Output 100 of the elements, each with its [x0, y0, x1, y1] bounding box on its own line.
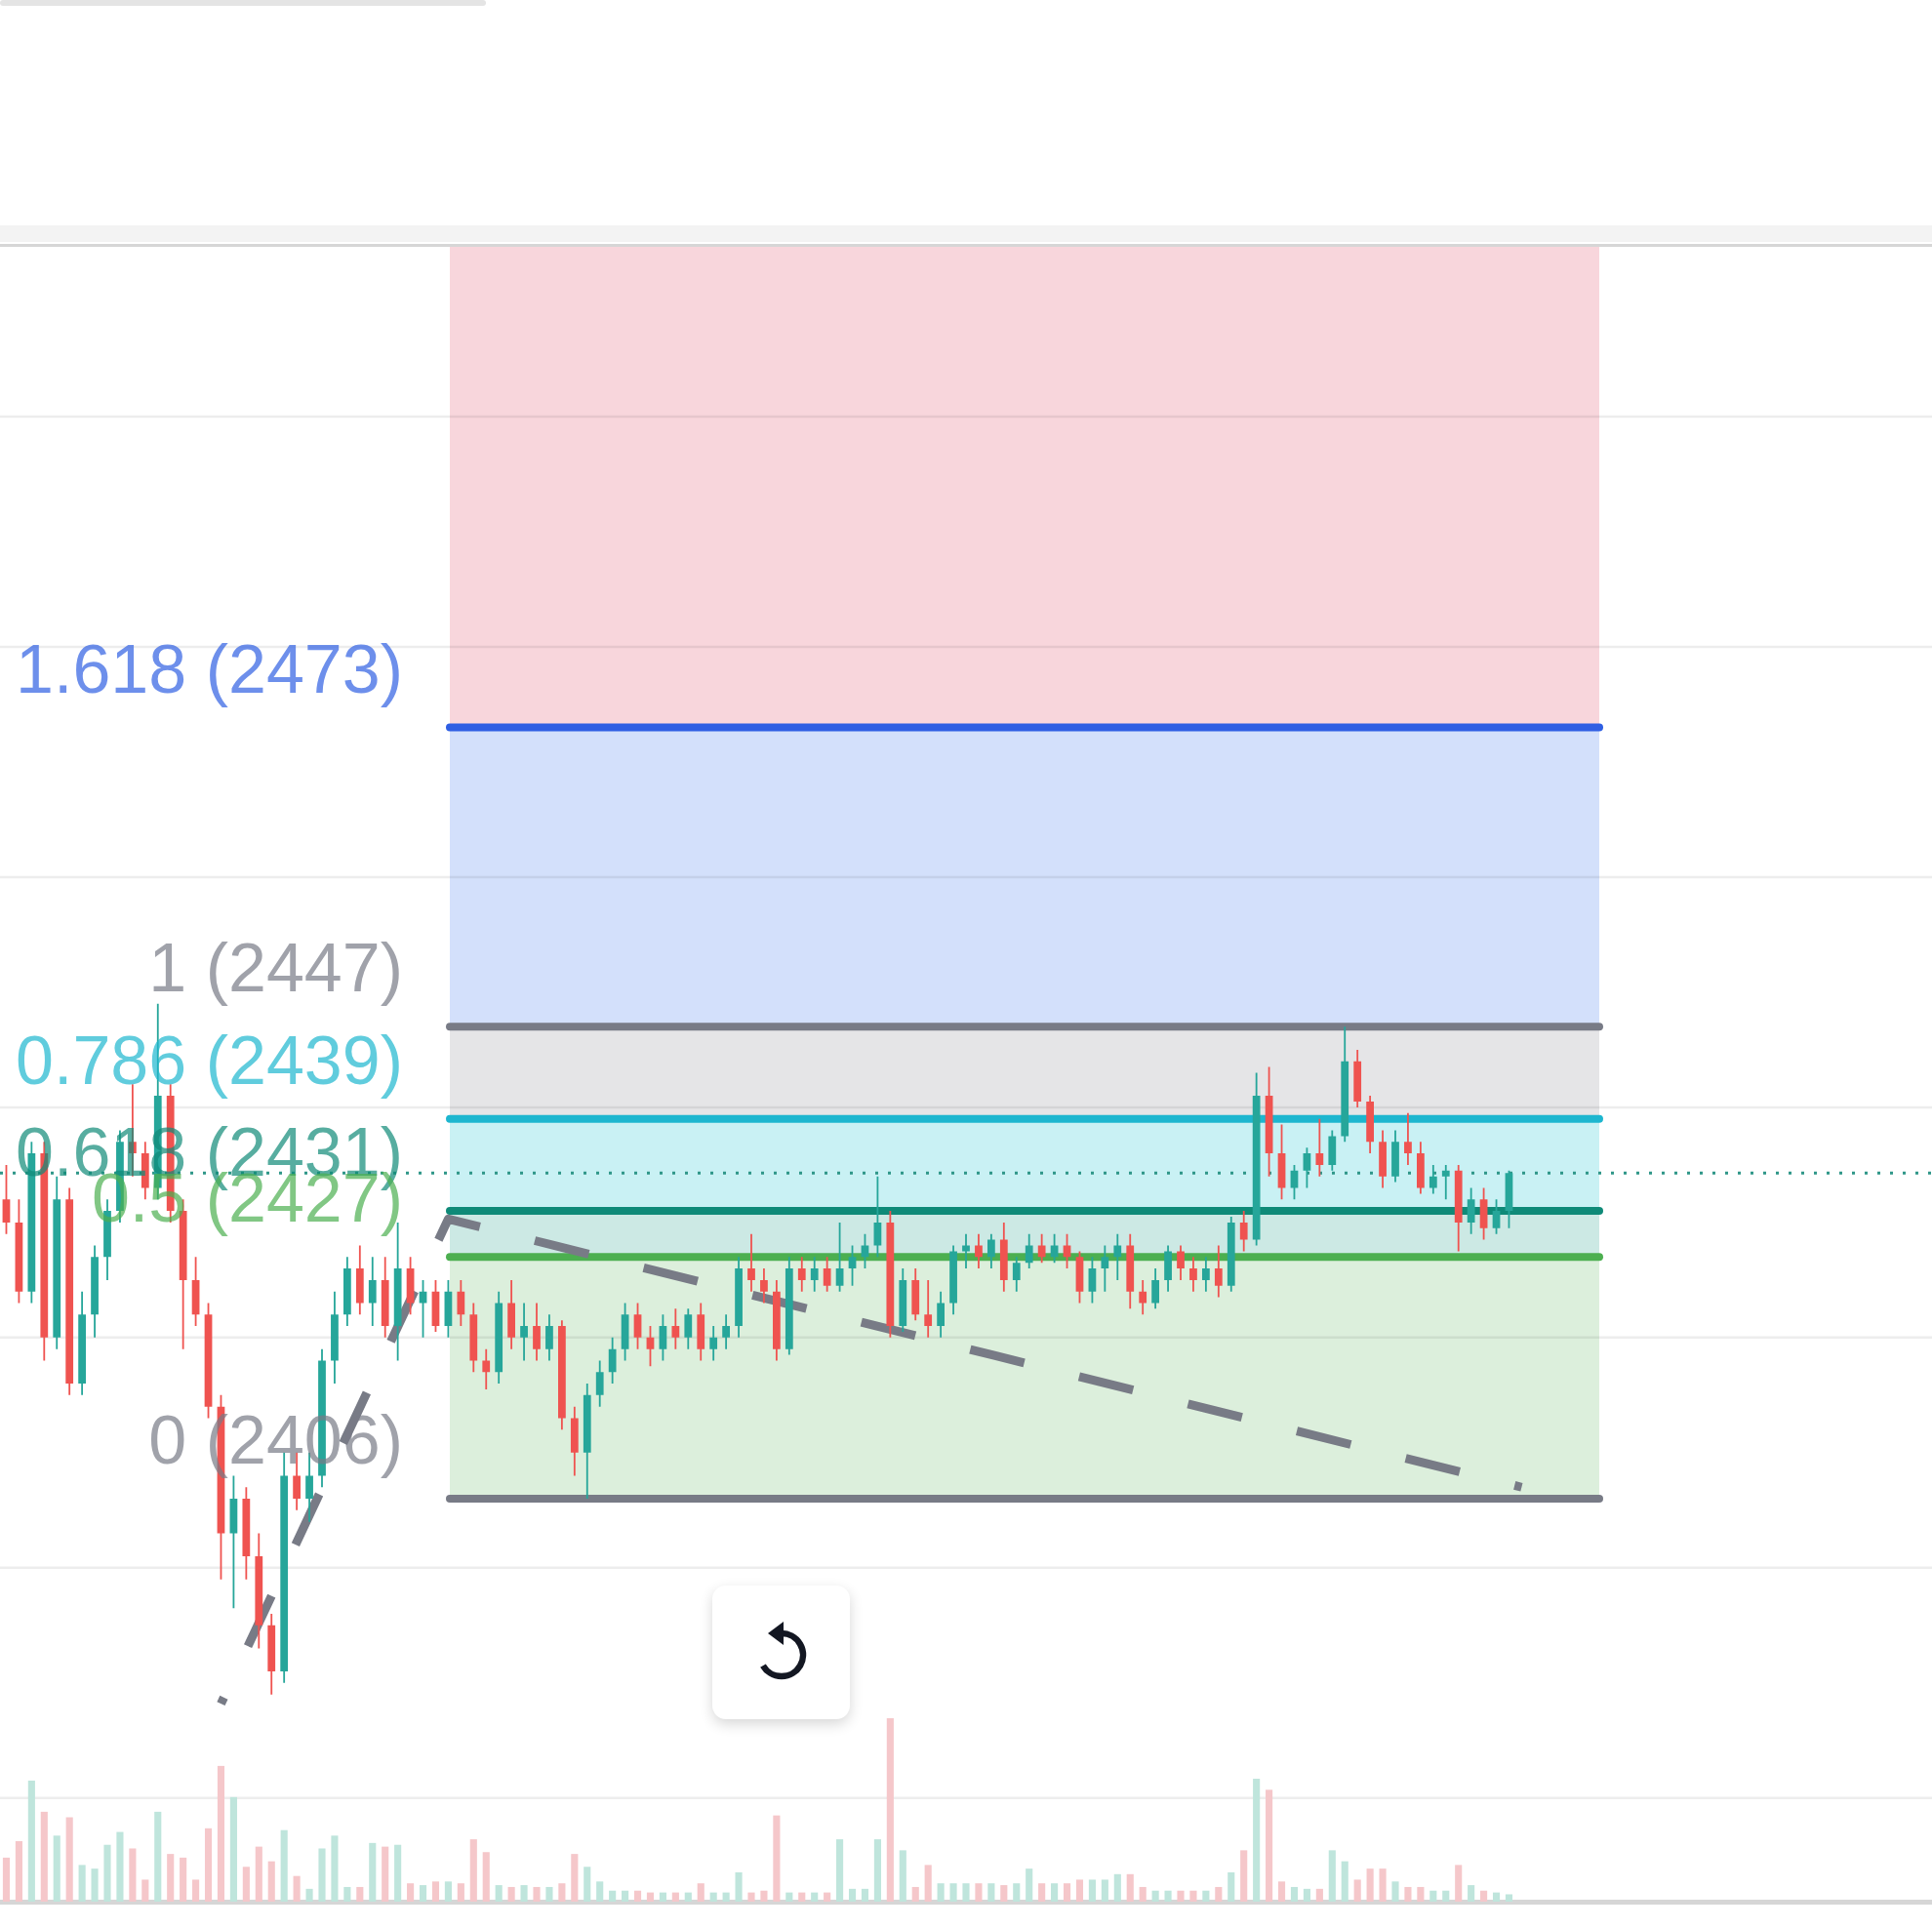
bar: [1341, 1861, 1348, 1902]
candlestick: [671, 1308, 680, 1349]
bar: [697, 1883, 704, 1902]
bar: [1000, 1885, 1008, 1902]
bar: [331, 1835, 339, 1902]
bar: [167, 1854, 175, 1902]
bar: [1075, 1879, 1084, 1902]
candlestick: [482, 1348, 491, 1389]
bar: [873, 1839, 881, 1902]
bar: [899, 1850, 906, 1902]
bar: [1063, 1883, 1071, 1902]
bar: [394, 1844, 402, 1902]
bar: [558, 1883, 566, 1902]
candlestick: [709, 1326, 718, 1361]
bar: [1026, 1868, 1033, 1902]
bar: [633, 1890, 642, 1902]
bar: [747, 1892, 755, 1902]
bar: [267, 1861, 275, 1902]
bar: [1391, 1881, 1399, 1902]
candlestick: [1189, 1257, 1197, 1292]
bar: [356, 1886, 364, 1902]
bar: [318, 1848, 326, 1902]
bar: [622, 1890, 629, 1902]
bar: [949, 1883, 957, 1902]
bar: [293, 1875, 301, 1902]
bar: [1215, 1886, 1223, 1902]
candlestick: [823, 1257, 831, 1292]
bar: [469, 1839, 477, 1902]
bar: [229, 1796, 237, 1902]
bar: [1379, 1868, 1387, 1902]
bar: [1353, 1879, 1361, 1902]
bar: [1253, 1779, 1261, 1902]
bar: [760, 1890, 768, 1902]
bar: [533, 1886, 541, 1902]
bar: [848, 1888, 857, 1902]
bar: [709, 1892, 717, 1902]
bar: [1468, 1885, 1475, 1902]
bar: [78, 1865, 86, 1902]
bar: [1126, 1873, 1134, 1902]
bar: [735, 1871, 743, 1902]
bar: [255, 1846, 262, 1902]
bar: [1240, 1850, 1248, 1902]
bar: [811, 1892, 819, 1902]
bar: [2, 1857, 11, 1902]
bar: [1429, 1890, 1437, 1902]
bar: [1151, 1890, 1159, 1902]
bar: [369, 1842, 377, 1902]
candlestick: [368, 1257, 377, 1327]
bar: [305, 1888, 313, 1902]
bar: [1492, 1892, 1501, 1902]
bar: [382, 1846, 389, 1902]
bar: [987, 1883, 995, 1902]
bar: [53, 1835, 60, 1902]
candlestick: [1239, 1211, 1248, 1252]
bar: [785, 1892, 793, 1902]
bar: [180, 1857, 187, 1902]
bar: [1315, 1888, 1323, 1902]
bar: [280, 1829, 288, 1902]
bar: [116, 1831, 124, 1902]
bar: [1417, 1886, 1425, 1902]
bar: [1051, 1883, 1059, 1902]
bar: [457, 1883, 464, 1902]
bar: [836, 1839, 844, 1902]
bar: [431, 1881, 440, 1902]
bar: [1442, 1890, 1450, 1902]
candlestick: [1012, 1257, 1021, 1292]
candlestick: [810, 1257, 819, 1292]
bar: [1013, 1883, 1021, 1902]
candlestick: [747, 1233, 755, 1292]
bar: [1266, 1789, 1273, 1902]
candlestick: [1101, 1245, 1109, 1292]
candlestick: [924, 1279, 933, 1338]
bar: [192, 1879, 200, 1902]
ref-line-label: 1 (2447): [148, 930, 403, 1007]
bar: [975, 1883, 983, 1902]
bar: [154, 1811, 162, 1902]
bar: [773, 1815, 781, 1902]
bar: [520, 1885, 528, 1902]
bar: [1303, 1888, 1310, 1902]
bar: [1164, 1890, 1172, 1902]
bar: [1404, 1886, 1412, 1902]
bar: [343, 1886, 351, 1902]
bar: [419, 1885, 427, 1902]
bar: [1113, 1873, 1121, 1902]
bar: [684, 1892, 692, 1902]
candlestick: [595, 1360, 604, 1407]
bar: [1228, 1871, 1235, 1902]
bar: [824, 1892, 831, 1902]
candlestick: [1214, 1245, 1223, 1298]
candlestick: [1467, 1187, 1475, 1234]
bar: [495, 1885, 503, 1902]
bar: [204, 1828, 213, 1902]
bar: [584, 1867, 591, 1902]
bar: [217, 1765, 225, 1902]
bar: [1177, 1890, 1185, 1902]
candlestick: [1177, 1245, 1185, 1280]
bar: [571, 1854, 579, 1902]
candlestick: [1441, 1164, 1450, 1200]
bar: [1139, 1886, 1147, 1902]
candlestick: [1113, 1233, 1122, 1280]
